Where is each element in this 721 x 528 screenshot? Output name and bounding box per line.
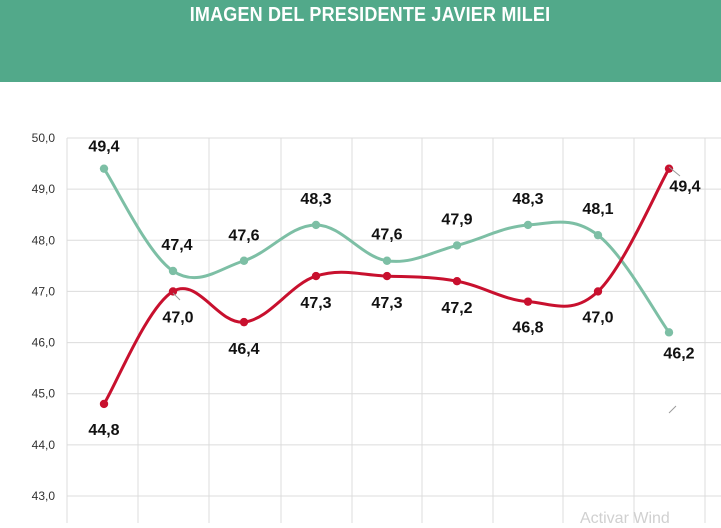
data-point-green	[593, 230, 603, 240]
y-tick-label: 50,0	[32, 131, 56, 145]
label-leader-line	[668, 166, 681, 177]
data-label-red: 44,8	[88, 422, 119, 439]
data-point-green	[99, 164, 109, 173]
data-point-red	[382, 271, 392, 281]
data-label-green: 47,6	[371, 227, 402, 244]
data-label-green: 48,1	[582, 201, 613, 218]
label-leader-line	[172, 292, 181, 301]
data-label-red: 47,0	[582, 309, 613, 326]
data-label-red: 49,4	[669, 179, 700, 196]
chart-svg: 43,0 44,0 45,0 46,0 47,0 48,0 49,0 50,0 49,4 47,…	[32, 131, 721, 523]
data-label-green: 48,3	[512, 191, 543, 208]
y-tick-label: 48,0	[32, 233, 56, 247]
data-label-green: 49,4	[88, 139, 119, 156]
data-point-red	[593, 287, 603, 296]
data-label-red: 47,0	[162, 309, 193, 326]
data-point-red	[452, 277, 462, 286]
series-points	[99, 164, 674, 409]
data-point-red	[523, 297, 533, 306]
data-label-green: 47,4	[161, 237, 192, 254]
data-point-green	[664, 328, 674, 337]
data-point-red	[311, 271, 321, 281]
data-label-green: 47,6	[228, 228, 259, 245]
data-point-red	[99, 399, 109, 409]
y-tick-label: 45,0	[32, 387, 56, 401]
data-label-green: 47,9	[441, 211, 472, 228]
data-label-red: 47,3	[371, 295, 402, 312]
data-point-red	[239, 317, 249, 327]
y-tick-label: 43,0	[32, 489, 56, 503]
data-label-green: 48,3	[300, 191, 331, 208]
y-tick-label: 44,0	[32, 438, 56, 452]
header-banner: IMAGEN DEL PRESIDENTE JAVIER MILEI	[0, 0, 721, 82]
data-point-green	[382, 256, 392, 265]
data-label-red: 46,8	[512, 320, 543, 337]
data-label-red: 47,2	[441, 300, 472, 317]
y-tick-label: 46,0	[32, 336, 56, 350]
data-label-green: 46,2	[663, 345, 694, 362]
data-point-green	[239, 256, 249, 265]
data-point-green	[311, 220, 321, 230]
line-chart: 43,0 44,0 45,0 46,0 47,0 48,0 49,0 50,0 49,4 47,…	[0, 82, 721, 523]
data-label-red: 46,4	[228, 341, 259, 358]
watermark-text: Activar Wind	[580, 510, 670, 527]
data-labels: 49,4 47,4 47,6 48,3 47,6 47,9 48,3 48,1 46,2 44,8…	[88, 139, 700, 439]
data-point-red	[168, 287, 178, 296]
data-label-red: 47,3	[300, 295, 331, 312]
chart-title: IMAGEN DEL PRESIDENTE JAVIER MILEI	[189, 4, 551, 26]
label-leader-line	[668, 405, 677, 414]
data-point-green	[168, 266, 178, 276]
grid-lines	[66, 137, 721, 523]
y-tick-label: 47,0	[32, 284, 56, 298]
data-point-green	[523, 220, 533, 230]
data-point-red	[664, 164, 674, 173]
y-axis: 43,0 44,0 45,0 46,0 47,0 48,0 49,0 50,0	[32, 131, 56, 503]
data-point-green	[452, 241, 462, 250]
y-tick-label: 49,0	[32, 182, 56, 196]
